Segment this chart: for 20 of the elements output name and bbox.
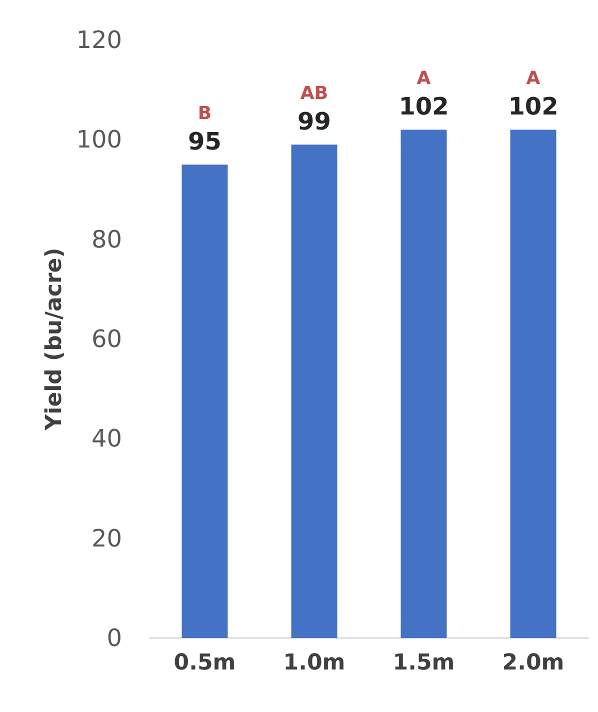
y-tick-label: 80	[91, 225, 122, 254]
y-tick-label: 60	[91, 325, 122, 353]
y-axis-title: Yield (bu/acre)	[42, 248, 67, 432]
data-label: 95	[188, 128, 222, 156]
y-tick-label: 120	[76, 26, 122, 54]
y-tick-label: 0	[106, 624, 122, 652]
annotation: AB	[300, 83, 328, 104]
data-label: 102	[508, 92, 558, 121]
annotation: A	[526, 68, 540, 90]
annotation: A	[416, 68, 431, 90]
y-tick-label: 40	[91, 424, 122, 453]
annotation: B	[198, 103, 212, 124]
x-tick-label: 2.0m	[502, 650, 564, 676]
y-tick-label: 20	[91, 524, 122, 552]
y-tick-label: 100	[76, 126, 122, 154]
data-label: 99	[298, 108, 331, 136]
x-tick-label: 0.5m	[174, 650, 236, 676]
data-label: 102	[398, 92, 449, 121]
x-tick-label: 1.0m	[283, 650, 346, 676]
x-tick-label: 1.5m	[392, 650, 455, 676]
